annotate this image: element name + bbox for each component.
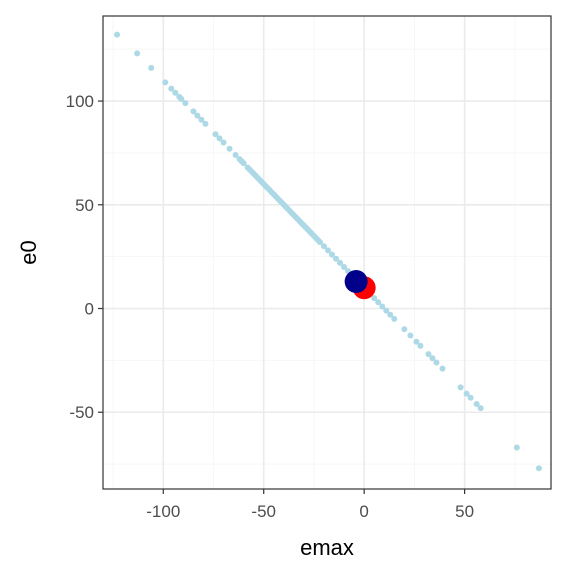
sample-point [316, 239, 323, 246]
sample-point [439, 365, 446, 372]
sample-point [425, 351, 432, 358]
sample-point [337, 259, 344, 266]
sample-point [463, 390, 470, 397]
x-axis-title: emax [300, 535, 354, 560]
sample-point [226, 145, 233, 152]
sample-point [168, 85, 175, 92]
sample-point [329, 251, 336, 258]
sample-point [407, 332, 414, 339]
highlight-b-point [344, 270, 368, 294]
sample-point [457, 384, 464, 391]
sample-point [433, 359, 440, 366]
x-tick-label: 0 [359, 502, 368, 521]
y-tick-label: -50 [69, 403, 94, 422]
sample-point [467, 394, 474, 401]
y-tick-label: 100 [66, 92, 94, 111]
sample-point [134, 50, 141, 57]
sample-point [383, 307, 390, 314]
sample-point [371, 295, 378, 302]
sample-point [473, 400, 480, 407]
sample-point [333, 255, 340, 262]
sample-point [341, 264, 348, 271]
minor-gridlines [103, 16, 551, 489]
y-axis-title: e0 [16, 240, 41, 264]
sample-point [513, 444, 520, 451]
x-tick-label: -50 [251, 502, 276, 521]
sample-point [216, 135, 223, 142]
sample-point [417, 342, 424, 349]
sample-point [232, 151, 239, 158]
x-tick-label: -100 [146, 502, 180, 521]
data-points [114, 31, 542, 472]
sample-point [114, 31, 121, 38]
sample-point [429, 355, 436, 362]
sample-point [212, 131, 219, 138]
major-gridlines [103, 16, 551, 489]
sample-point [413, 338, 420, 345]
sample-point [535, 465, 542, 472]
panel-border [102, 15, 552, 490]
sample-point [387, 311, 394, 318]
x-tick-label: 50 [455, 502, 474, 521]
sample-point [220, 139, 227, 146]
sample-point [375, 299, 382, 306]
sample-point [391, 315, 398, 322]
sample-point [190, 108, 197, 115]
sample-point [401, 326, 408, 333]
sample-point [240, 160, 247, 167]
sample-point [325, 247, 332, 254]
sample-point [182, 100, 189, 107]
sample-point [477, 405, 484, 412]
sample-point [148, 64, 155, 71]
sample-point [162, 79, 169, 86]
sample-point [178, 95, 185, 102]
sample-point [172, 89, 179, 96]
y-tick-label: 50 [75, 196, 94, 215]
x-axis-ticks: -100 -50 0 50 [146, 489, 474, 521]
sample-point [202, 120, 209, 127]
y-tick-label: 0 [85, 300, 94, 319]
sample-point [198, 116, 205, 123]
sample-point [379, 303, 386, 310]
y-axis-ticks: -50 0 50 100 [66, 92, 103, 422]
sample-point [194, 112, 201, 119]
sample-point [320, 243, 327, 250]
